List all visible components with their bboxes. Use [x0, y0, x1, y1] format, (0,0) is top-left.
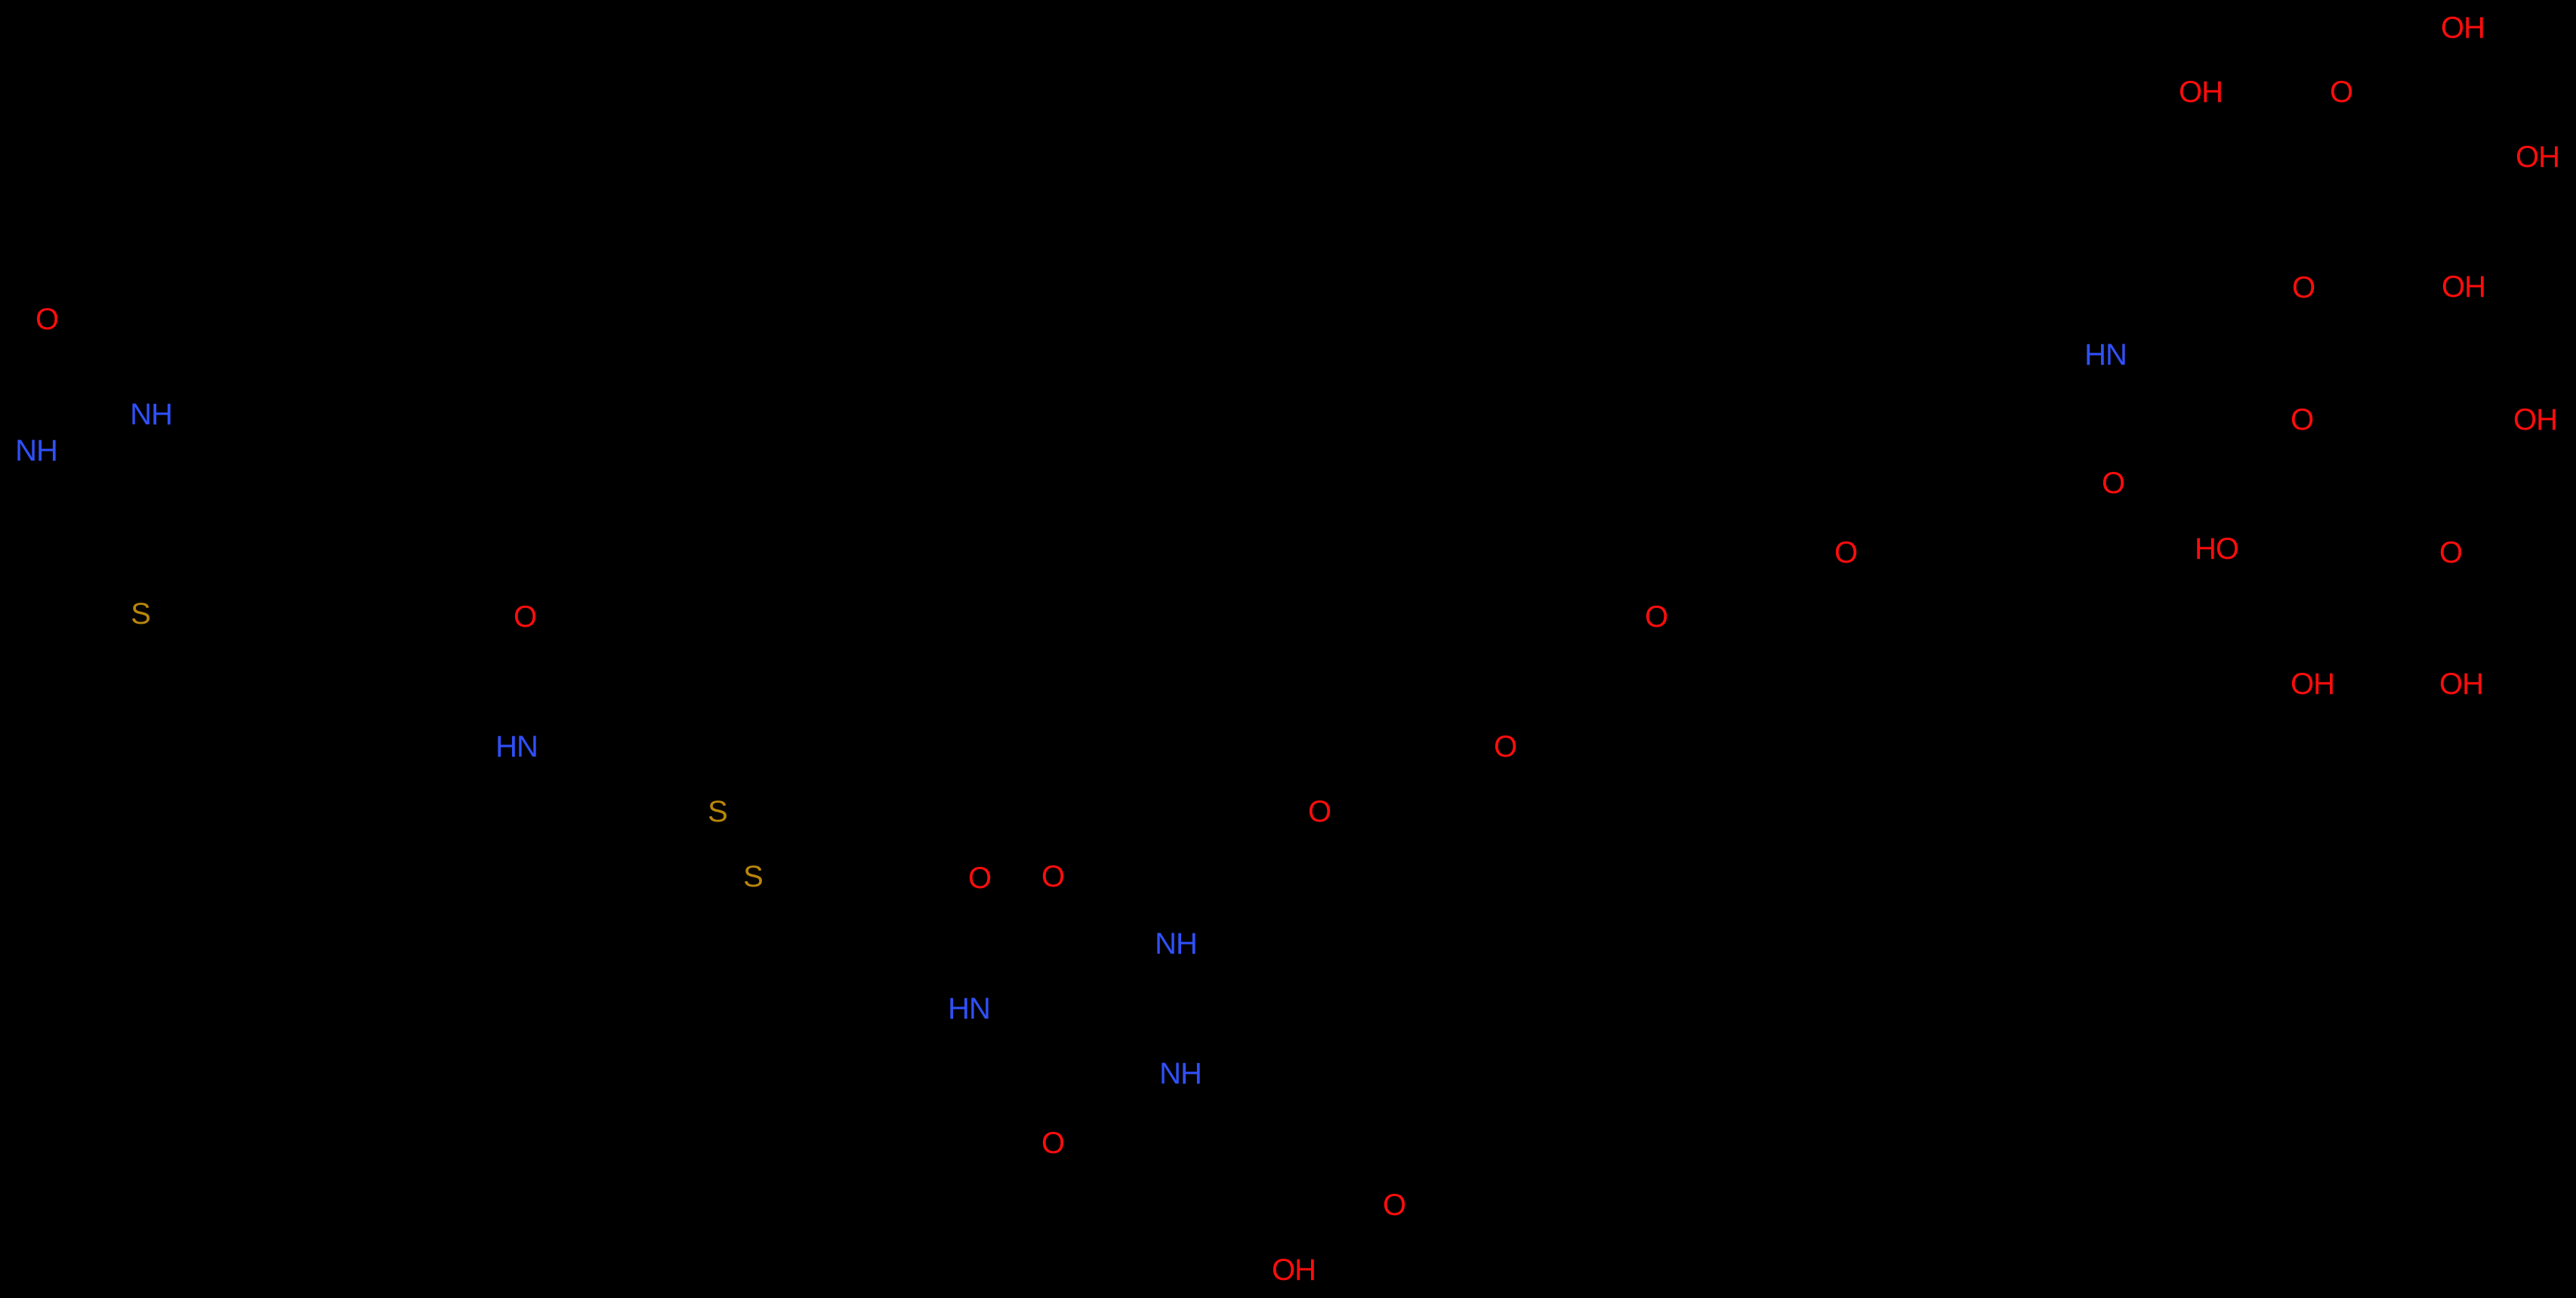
atom-label-o-18: O — [1645, 600, 1667, 634]
atom-label-o-28: O — [2291, 403, 2313, 436]
atom-label-o-24: OH — [2441, 11, 2485, 45]
atom-label-o-8: O — [968, 862, 991, 895]
atom-label-o-19: O — [1834, 536, 1857, 569]
atom-label-o-22: OH — [2179, 76, 2223, 109]
atom-label-o-33: OH — [2439, 667, 2483, 701]
atom-label-o-4: O — [514, 600, 536, 634]
atom-label-s-3: S — [131, 597, 150, 631]
atom-label-o-13: O — [1041, 1127, 1064, 1160]
atom-label-n-10: NH — [1155, 927, 1197, 960]
atom-label-o-0: O — [35, 303, 58, 336]
atom-label-n-20: HN — [2084, 338, 2127, 372]
atom-label-o-17: O — [1494, 730, 1516, 763]
atom-label-o-9: O — [1041, 860, 1064, 893]
atom-label-n-2: NH — [15, 434, 57, 467]
atom-label-o-25: OH — [2516, 140, 2559, 174]
atom-label-s-7: S — [743, 860, 763, 893]
atom-label-n-5: HN — [495, 730, 538, 763]
atom-label-o-15: OH — [1272, 1253, 1316, 1287]
atom-label-o-23: O — [2330, 76, 2352, 109]
atom-label-o-29: OH — [2513, 403, 2557, 436]
atom-label-o-30: HO — [2195, 532, 2238, 566]
atom-label-o-32: OH — [2291, 667, 2334, 701]
atom-label-o-14: O — [1383, 1189, 1405, 1222]
atom-label-o-26: O — [2292, 271, 2315, 304]
atom-label-o-21: O — [2102, 467, 2124, 500]
atom-label-o-31: O — [2439, 536, 2462, 569]
atom-label-n-12: NH — [1159, 1057, 1202, 1090]
atom-label-o-16: O — [1308, 795, 1331, 828]
atom-label-n-11: HN — [948, 992, 990, 1025]
atom-label-s-6: S — [708, 795, 727, 828]
atom-label-n-1: NH — [130, 398, 172, 431]
atom-label-o-27: OH — [2442, 270, 2485, 304]
